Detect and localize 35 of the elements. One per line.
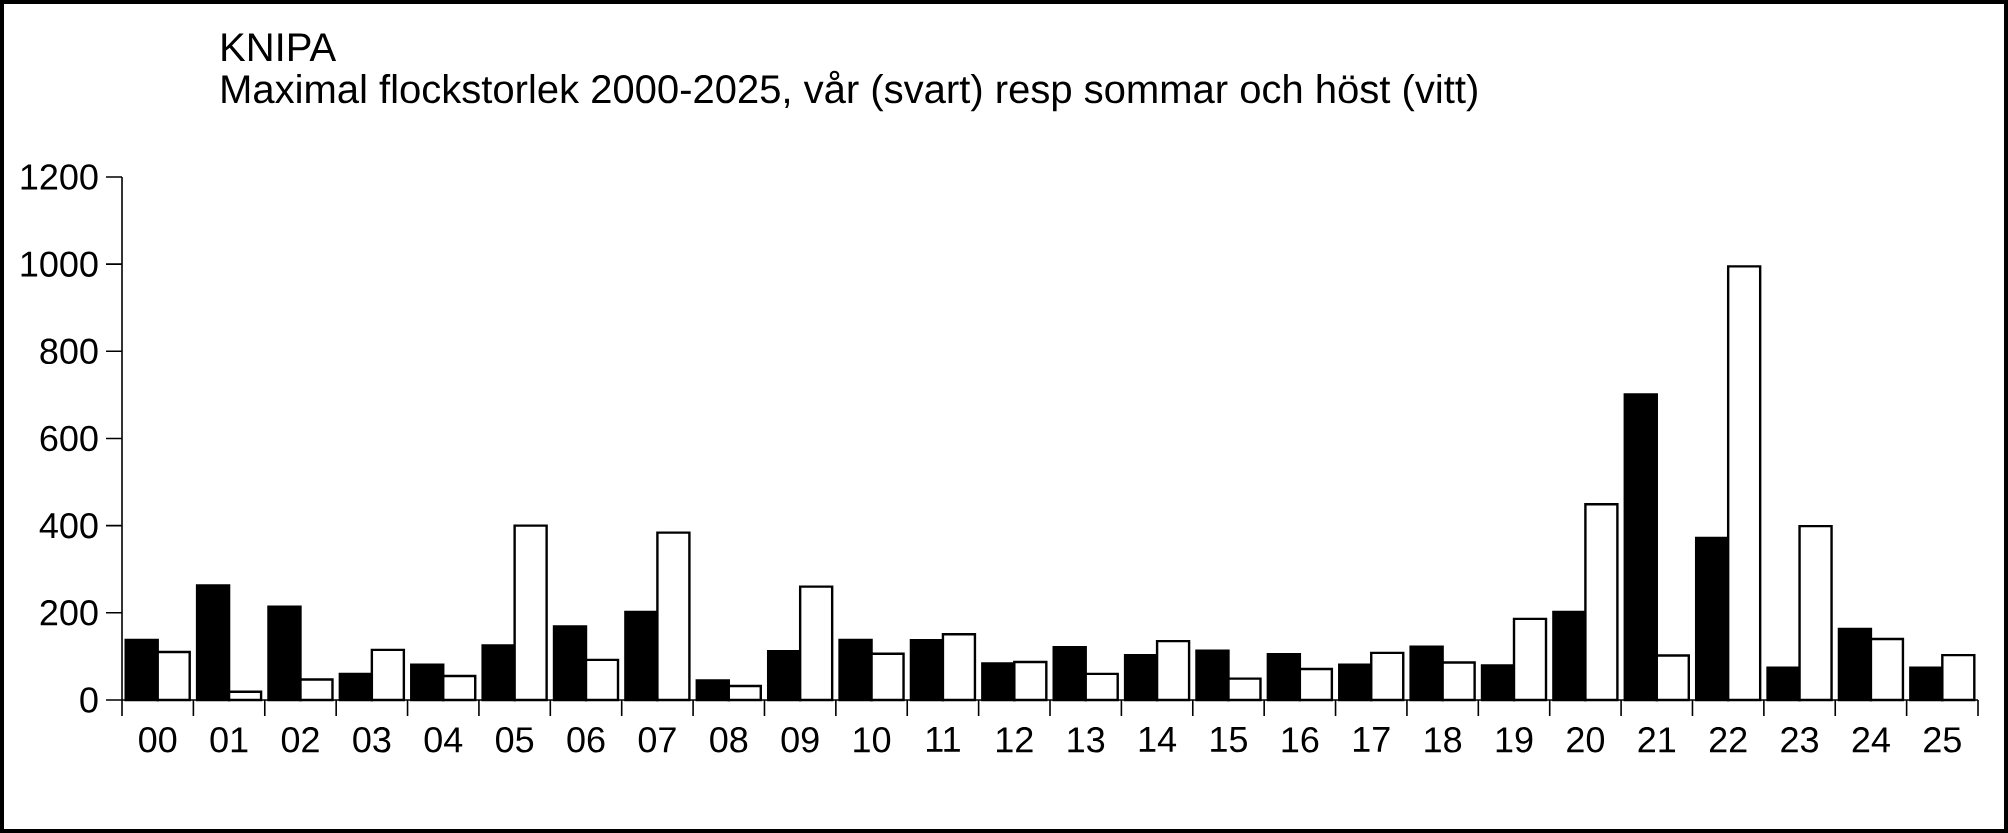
y-tick-label: 0 — [80, 687, 98, 713]
x-tick-label: 23 — [1781, 727, 1818, 753]
x-tick-label: 08 — [710, 727, 748, 753]
x-tick-label: 01 — [210, 727, 248, 753]
x-tick-label: 03 — [353, 727, 391, 753]
x-tick-label: 20 — [1567, 727, 1605, 753]
x-tick-label: 13 — [1068, 727, 1105, 753]
x-tick-label: 05 — [496, 727, 534, 753]
x-tick-label: 00 — [139, 727, 177, 753]
y-tick-label: 800 — [40, 338, 98, 365]
chart-title: KNIPA — [222, 33, 337, 61]
x-tick-label: 10 — [854, 727, 891, 753]
y-tick-label: 400 — [39, 512, 98, 539]
x-tick-label: 24 — [1852, 727, 1890, 753]
x-tick-label: 18 — [1425, 727, 1462, 753]
x-tick-label: 07 — [638, 727, 676, 753]
x-tick-label: 02 — [281, 727, 319, 753]
x-tick-label: 22 — [1709, 727, 1747, 753]
x-tick-label: 16 — [1282, 727, 1319, 753]
x-tick-label: 09 — [781, 727, 819, 753]
y-tick-label: 1200 — [21, 164, 98, 190]
y-tick-label: 200 — [40, 600, 98, 626]
x-tick-label: 19 — [1496, 727, 1533, 753]
y-tick-label: 600 — [40, 425, 98, 452]
y-tick-label: 1000 — [21, 251, 98, 277]
x-tick-label: 17 — [1353, 727, 1390, 752]
x-tick-label: 11 — [926, 727, 960, 752]
x-tick-label: 04 — [424, 727, 463, 753]
chart-subtitle: Maximal flockstorlek 2000-2025, vår (svart) resp sommar och höst (vitt) — [222, 70, 1477, 112]
x-tick-label: 25 — [1924, 727, 1961, 753]
x-tick-label: 14 — [1139, 727, 1177, 752]
x-tick-label: 06 — [567, 727, 605, 753]
x-tick-label: 12 — [997, 727, 1033, 753]
x-tick-label: 21 — [1638, 727, 1676, 753]
x-tick-label: 15 — [1211, 727, 1247, 753]
